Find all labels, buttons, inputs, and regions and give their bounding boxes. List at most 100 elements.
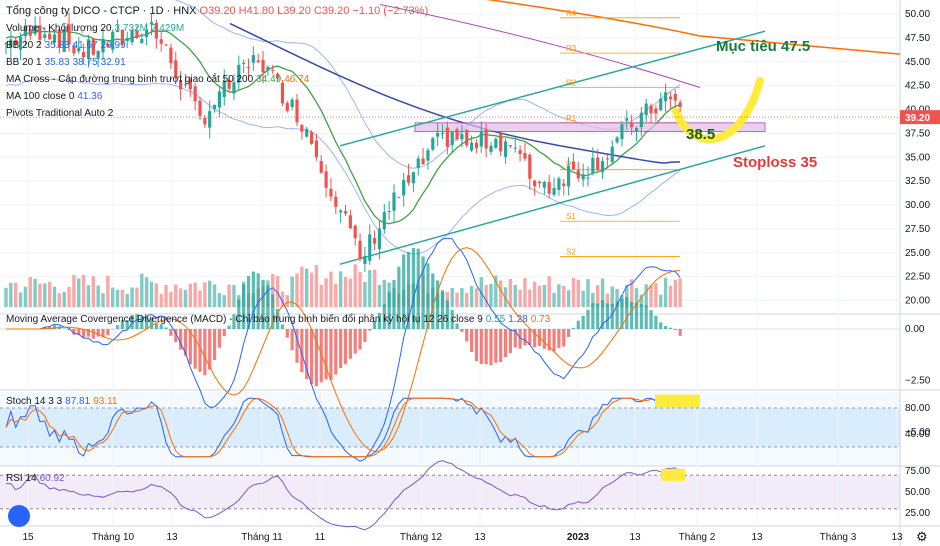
macd-histogram-bar <box>460 329 464 332</box>
candle-body <box>169 47 173 64</box>
indicator-legend-row[interactable]: MA Cross - Cập đường trung bình trượt gi… <box>6 73 312 86</box>
volume-bar <box>57 293 62 308</box>
indicator-legend-row[interactable]: BB 20 1 35.83 38.75 32.91 <box>6 56 129 69</box>
macd-histogram-bar <box>659 322 663 329</box>
price-tick-label: 35.00 <box>905 152 930 163</box>
candle-body <box>596 157 600 171</box>
candle-body <box>222 80 226 97</box>
volume-bar <box>639 294 644 308</box>
indicator-legend-row[interactable]: Volume - Khối lượng 20 3.732M 2.429M <box>6 22 187 35</box>
pivot-label: S2 <box>566 248 576 257</box>
candle-body <box>455 129 459 140</box>
candle-body <box>513 147 517 149</box>
macd-histogram-bar <box>557 329 561 349</box>
macd-signal-line <box>6 247 681 452</box>
candle-body <box>67 24 71 45</box>
volume-bar <box>518 289 522 308</box>
volume-bar <box>154 283 159 308</box>
indicator-value: 3.732M <box>114 23 148 34</box>
macd-histogram-bar <box>426 263 430 329</box>
candle-body <box>678 102 682 107</box>
candle-body <box>242 62 246 64</box>
volume-bar <box>469 286 474 308</box>
candle-body <box>402 179 406 196</box>
candle-body <box>115 30 120 33</box>
volume-bar <box>164 285 168 308</box>
volume-bar <box>183 289 188 308</box>
indicator-legend-row[interactable]: BB 20 2 35.83 41.67 29.99 <box>6 39 129 52</box>
candle-body <box>179 79 183 90</box>
channel-upper-line <box>339 30 766 147</box>
volume-bar <box>67 286 71 308</box>
stoch-label: Stoch 14 3 3 87.81 93.11 <box>6 396 118 407</box>
candle-body <box>634 128 639 132</box>
volume-bar <box>610 286 614 308</box>
candle-body <box>659 98 663 111</box>
macd-histogram-bar <box>411 247 415 329</box>
candle-body <box>537 181 542 184</box>
volume-bar <box>489 283 493 308</box>
macd-histogram-bar <box>159 324 163 329</box>
price-tick-label: 50.00 <box>905 9 930 20</box>
indicator-legend-row[interactable]: MA 100 close 0 41.36 <box>6 90 105 103</box>
bb-upper-band <box>6 0 681 169</box>
macd-histogram-bar <box>261 279 265 329</box>
macd-label: Moving Average Covergence Divergence (MA… <box>6 314 551 325</box>
price-tag-label: 39.20 <box>905 113 930 124</box>
volume-bar <box>382 279 386 308</box>
x-tick-label: 15 <box>22 532 34 543</box>
candle-body <box>120 29 124 44</box>
settings-gear-icon[interactable]: ⚙ <box>916 529 928 544</box>
volume-bar <box>372 269 377 308</box>
candle-body <box>18 37 23 50</box>
volume-bar <box>644 284 648 308</box>
macd-histogram-bar <box>654 315 658 329</box>
candle-body <box>586 177 590 179</box>
target-annotation: Mục tiêu 47.5 <box>716 38 811 55</box>
rsi-band <box>0 475 900 509</box>
macd-histogram-bar <box>329 329 333 380</box>
candle-body <box>421 158 425 164</box>
candle-body <box>77 48 81 52</box>
volume-bar <box>232 285 236 308</box>
rsi-label: RSI 14 60.92 <box>6 473 65 484</box>
candle-body <box>290 99 294 107</box>
macd-histogram-bar <box>586 309 590 329</box>
macd-histogram-bar <box>179 329 183 350</box>
indicator-legend-row[interactable]: Pivots Traditional Auto 2 <box>6 107 116 120</box>
macd-histogram-bar <box>82 329 86 338</box>
volume-bar <box>663 277 668 308</box>
tradingview-logo[interactable] <box>8 505 30 527</box>
volume-bar <box>576 279 580 308</box>
volume-bar <box>120 289 125 308</box>
macd-histogram-bar <box>227 325 231 329</box>
resistance-zone <box>414 122 766 133</box>
volume-bar <box>188 283 192 308</box>
macd-histogram-bar <box>615 301 619 329</box>
x-tick-label: 13 <box>166 532 178 543</box>
macd-histogram-bar <box>465 329 469 342</box>
candle-body <box>387 210 391 212</box>
indicator-value: 0.73 <box>530 314 551 325</box>
macd-histogram-bar <box>470 329 474 352</box>
volume-bar <box>169 291 173 308</box>
x-tick-label: Tháng 12 <box>400 532 443 543</box>
volume-bar <box>552 292 556 308</box>
volume-bar <box>178 288 183 308</box>
volume-bar <box>47 281 52 308</box>
macd-histogram-bar <box>130 314 134 329</box>
candle-body <box>406 175 411 183</box>
volume-bar <box>115 289 120 308</box>
candle-body <box>319 160 323 173</box>
volume-bar <box>9 282 13 308</box>
x-tick-label: Tháng 11 <box>241 532 283 543</box>
candle-body <box>135 30 139 38</box>
ma200-line <box>486 0 901 55</box>
candle-body <box>28 29 32 36</box>
volume-bar <box>144 277 149 308</box>
macd-histogram-bar <box>373 321 377 329</box>
macd-histogram-bar <box>581 315 585 329</box>
x-tick-label: Tháng 3 <box>820 532 857 543</box>
rsi-line <box>6 460 681 531</box>
